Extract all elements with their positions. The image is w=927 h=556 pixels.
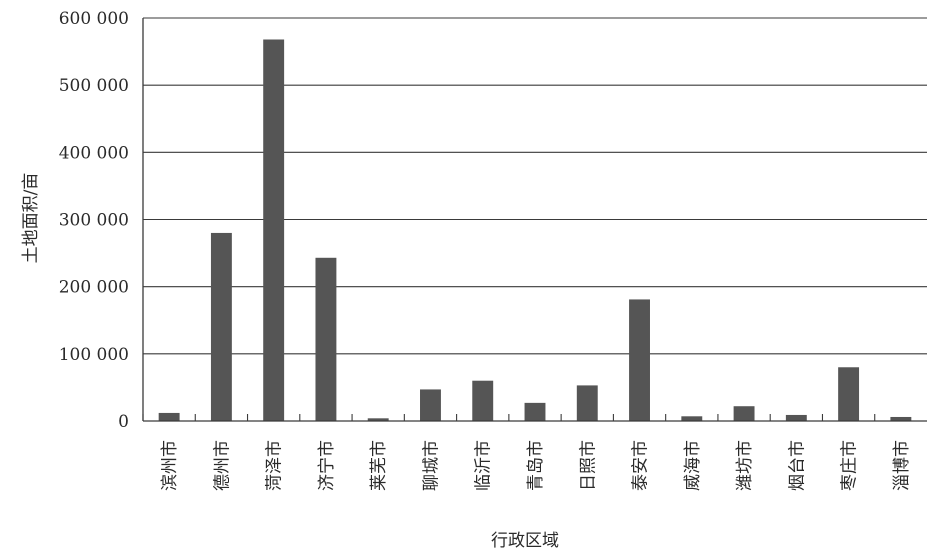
bar	[629, 299, 650, 421]
bar	[472, 380, 494, 421]
y-tick-label: 400 000	[59, 143, 129, 163]
x-tick-label: 日照市	[578, 440, 598, 491]
x-tick-label: 泰安市	[631, 440, 651, 491]
y-tick-label: 0	[118, 412, 129, 432]
x-tick-label: 济宁市	[317, 440, 337, 491]
bar	[890, 416, 912, 421]
axis-layer	[142, 18, 927, 422]
y-tick-label: 100 000	[59, 345, 129, 365]
bar	[210, 232, 232, 421]
bar	[315, 257, 337, 421]
x-tick-label: 枣庄市	[840, 440, 860, 491]
x-tick-label: 威海市	[683, 440, 703, 491]
y-tick-label: 500 000	[59, 76, 129, 96]
y-tick-label: 200 000	[59, 278, 129, 298]
bar	[785, 414, 807, 421]
y-tick-label: 300 000	[59, 211, 129, 231]
x-tick-label: 临沂市	[474, 440, 494, 491]
bar	[158, 412, 180, 421]
y-tick-labels: 0 100 000 200 000 300 000 400 000 500 000 600 …	[59, 9, 129, 432]
x-tick-label: 聊城市	[421, 440, 441, 491]
x-tick-label: 菏泽市	[265, 440, 285, 491]
bar	[524, 402, 546, 421]
bar	[263, 39, 285, 421]
x-tick-label: 淄博市	[892, 440, 912, 491]
x-axis-title: 行政区域	[491, 531, 559, 551]
bar	[576, 385, 598, 421]
bar-layer	[158, 39, 912, 421]
bar	[681, 416, 703, 421]
bar	[367, 418, 389, 421]
grid-layer	[143, 17, 927, 355]
bar	[733, 406, 755, 421]
bar	[838, 367, 860, 421]
x-tick-label: 滨州市	[160, 440, 180, 491]
x-tick-label: 莱芜市	[369, 440, 389, 491]
x-tick-labels: 滨州市 德州市 菏泽市 济宁市 莱芜市 聊城市 临沂市 青岛市 日照市 泰安市 威海市 潍坊市 烟台市 枣…	[160, 440, 912, 491]
y-axis-title: 土地面积/亩	[21, 173, 41, 264]
x-tick-label: 青岛市	[526, 440, 546, 491]
x-tick-label: 德州市	[212, 440, 232, 491]
bar	[420, 389, 441, 421]
x-tick-label: 烟台市	[787, 440, 807, 491]
y-tick-label: 600 000	[59, 9, 129, 29]
x-tick-label: 潍坊市	[735, 440, 755, 491]
